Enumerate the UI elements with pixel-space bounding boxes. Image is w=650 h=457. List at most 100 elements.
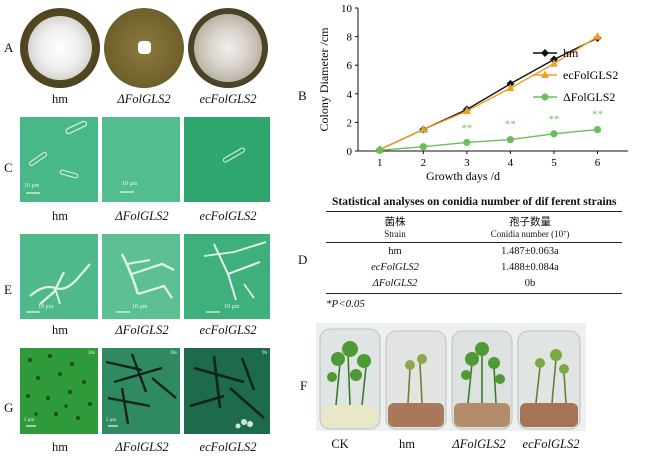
scalebar-e-hm: 10 μm (38, 304, 54, 310)
scalebar-g-deletion: 5 μm (106, 418, 117, 423)
micro-g-deletion: 30s 5 μm (102, 348, 180, 434)
table-title: Statistical analyses on conidia number o… (332, 196, 617, 208)
panel-letter-e: E (4, 282, 12, 297)
table-row-strain: hm (388, 246, 402, 257)
legend-label: ecFolGLS2 (563, 68, 618, 82)
label-g-ec: ecFolGLS2 (199, 440, 257, 454)
data-point (506, 83, 515, 92)
legend-marker (541, 70, 549, 78)
significance-label: ** (418, 128, 429, 140)
label-e-hm: hm (52, 323, 68, 337)
significance-label: ** (505, 118, 516, 130)
plate-deletion (104, 8, 184, 88)
jar-ec (517, 330, 581, 430)
x-tick-label: 3 (464, 157, 470, 169)
x-tick-label: 1 (377, 157, 383, 169)
data-point (506, 135, 515, 144)
jar-ck (319, 328, 381, 430)
legend-label: hm (563, 46, 579, 60)
series-line (379, 128, 598, 151)
data-point (549, 59, 558, 67)
tag-g-deletion: 30s (170, 351, 177, 356)
scalebar-c-hm: 10 μm (24, 183, 40, 189)
panel-letter-a: A (4, 40, 14, 55)
scalebar-e-deletion: 10 μm (132, 304, 148, 310)
scalebar-e-ec: 10 μm (224, 304, 240, 310)
micro-c-deletion: 10 μm (102, 117, 180, 202)
y-axis-label: Colony Diameter /cm (317, 27, 331, 132)
x-tick-label: 4 (508, 157, 514, 169)
legend-label: ΔFolGLS2 (563, 90, 615, 104)
x-tick-label: 5 (551, 157, 557, 169)
micro-e-hm: 10 μm (20, 234, 98, 319)
table-row-value: 1.488±0.084a (501, 262, 559, 273)
y-tick-label: 6 (347, 60, 353, 72)
label-g-deletion: ΔFolGLS2 (115, 440, 169, 454)
significance-label: ** (592, 108, 603, 120)
label-c-deletion: ΔFolGLS2 (115, 209, 169, 223)
label-c-hm: hm (52, 209, 68, 223)
label-g-hm: hm (52, 440, 68, 454)
x-tick-label: 6 (595, 157, 601, 169)
tag-g-hm: 30s (88, 351, 95, 356)
plate-hm (20, 8, 100, 88)
scalebar-g-hm: 5 μm (24, 418, 35, 423)
label-f-ck: CK (331, 437, 349, 451)
label-f-hm: hm (399, 437, 415, 451)
table-row-value: 0b (524, 278, 536, 289)
jars-photo (316, 323, 586, 431)
micro-e-deletion: 10 μm (102, 234, 180, 319)
scalebar-c-deletion: 10 μm (122, 181, 138, 187)
y-tick-label: 0 (347, 146, 353, 158)
significance-label: ** (461, 123, 472, 135)
y-tick-label: 4 (347, 89, 353, 101)
panel-letter-g: G (4, 400, 14, 415)
panel-letter-d: D (298, 252, 308, 267)
jar-deletion (451, 330, 513, 430)
data-point (550, 130, 558, 138)
data-point (419, 125, 428, 133)
table-bottom-rule (326, 293, 622, 294)
panel-letter-b: B (298, 88, 307, 103)
table-row-value: 1.487±0.063a (501, 246, 559, 257)
table-top-rule (326, 211, 622, 212)
label-c-ec: ecFolGLS2 (199, 209, 257, 223)
x-axis-label: Growth days /d (426, 169, 500, 183)
header-conidia-en: Conidia number (10⁷) (490, 229, 570, 239)
table-row-strain: ΔFolGLS2 (372, 278, 418, 289)
header-strain-cn: 菌株 (384, 217, 406, 228)
spores-image (26, 120, 88, 194)
label-a-ec: ecFolGLS2 (199, 92, 257, 106)
header-conidia-cn: 孢子数量 (509, 217, 551, 228)
tag-g-ec: 9h (262, 351, 267, 356)
micro-c-ec (184, 117, 270, 202)
label-a-hm: hm (52, 92, 68, 106)
panel-letter-f: F (300, 378, 308, 393)
label-f-deletion: ΔFolGLS2 (452, 437, 506, 451)
data-point (462, 106, 471, 114)
x-tick-label: 2 (421, 157, 427, 169)
data-point (463, 138, 471, 147)
micro-e-ec: 10 μm (184, 234, 270, 319)
label-a-deletion: ΔFolGLS2 (117, 92, 171, 106)
plate-ec (188, 8, 268, 88)
legend-marker (541, 49, 549, 57)
label-e-ec: ecFolGLS2 (199, 323, 257, 337)
table-mid-rule (326, 242, 622, 243)
label-e-deletion: ΔFolGLS2 (115, 323, 169, 337)
y-tick-label: 10 (341, 3, 353, 15)
micro-g-ec: 9h (184, 348, 270, 434)
legend-marker (541, 93, 549, 101)
panel-letter-c: C (4, 160, 13, 175)
data-point (593, 125, 602, 134)
data-point (376, 146, 384, 154)
y-tick-label: 8 (347, 32, 353, 44)
table-note: *P<0.05 (326, 298, 365, 310)
data-point (419, 143, 427, 151)
micro-g-hm: 30s 5 μm (20, 348, 98, 434)
label-f-ec: ecFolGLS2 (522, 437, 580, 451)
jar-hm (385, 330, 447, 430)
header-strain-en: Strain (384, 229, 406, 239)
significance-label: ** (548, 113, 559, 125)
